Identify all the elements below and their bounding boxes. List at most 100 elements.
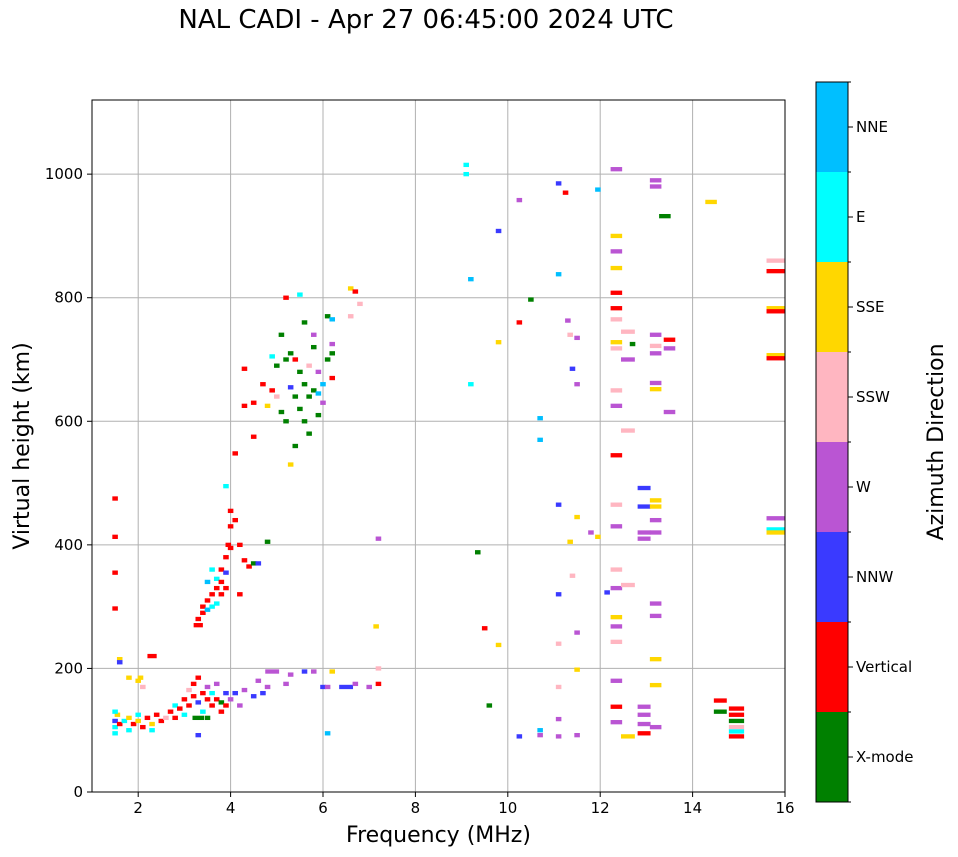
- data-point-vertical: [766, 268, 785, 274]
- colorbar-segment-x-mode: [816, 712, 848, 802]
- data-point-vertical: [190, 694, 197, 699]
- data-point-vertical: [728, 706, 745, 711]
- data-point-w: [213, 681, 220, 687]
- data-point-sse: [610, 265, 623, 271]
- data-point-sse: [649, 682, 662, 688]
- data-point-vertical: [223, 555, 229, 560]
- data-point-vertical: [610, 704, 623, 709]
- data-point-e: [213, 601, 220, 606]
- data-point-w: [649, 380, 662, 386]
- data-point-x-mode: [204, 715, 211, 721]
- data-point-e: [126, 728, 132, 733]
- data-point-vertical: [204, 697, 211, 702]
- data-point-vertical: [283, 295, 289, 300]
- data-point-ssw: [766, 258, 785, 263]
- data-point-vertical: [186, 703, 192, 708]
- data-point-vertical: [516, 320, 523, 325]
- data-point-nne: [537, 437, 543, 442]
- colorbar-label: E: [856, 208, 865, 226]
- data-point-nne: [320, 382, 326, 387]
- data-point-e: [213, 576, 220, 582]
- data-point-x-mode: [218, 700, 225, 705]
- data-point-x-mode: [292, 443, 299, 449]
- colorbar-title: Azimuth Direction: [924, 343, 949, 540]
- data-point-x-mode: [528, 297, 534, 302]
- data-point-vertical: [153, 712, 160, 717]
- data-point-vertical: [766, 356, 785, 361]
- data-point-nnw: [555, 181, 562, 186]
- data-point-w: [610, 167, 623, 172]
- data-point-nnw: [339, 684, 354, 690]
- data-point-nnw: [555, 592, 562, 597]
- data-point-vertical: [158, 718, 165, 724]
- data-point-sse: [610, 340, 623, 345]
- data-point-w: [516, 197, 523, 203]
- y-tick-label: 0: [73, 783, 83, 801]
- data-point-vertical: [193, 623, 203, 628]
- data-point-sse: [347, 286, 354, 291]
- data-point-vertical: [663, 337, 676, 342]
- data-point-vertical: [144, 715, 151, 721]
- data-point-vertical: [130, 721, 137, 727]
- data-point-vertical: [223, 703, 229, 708]
- data-point-ssw: [610, 346, 623, 351]
- data-point-sse: [264, 403, 271, 409]
- data-point-ssw: [186, 687, 192, 693]
- data-point-w: [649, 184, 662, 189]
- data-point-w: [375, 536, 382, 541]
- data-point-w: [315, 369, 322, 375]
- data-point-e: [209, 604, 215, 609]
- data-point-w: [766, 516, 785, 521]
- data-point-vertical: [269, 388, 275, 393]
- data-point-nne: [324, 731, 331, 736]
- data-point-nne: [555, 272, 562, 277]
- data-point-ssw: [610, 639, 623, 645]
- data-point-vertical: [610, 290, 623, 295]
- data-point-w: [663, 346, 676, 351]
- data-point-w: [352, 681, 359, 687]
- data-point-vertical: [172, 715, 178, 721]
- data-point-vertical: [766, 309, 785, 314]
- data-point-x-mode: [287, 351, 294, 356]
- data-point-w: [366, 684, 372, 690]
- data-point-x-mode: [274, 363, 280, 368]
- data-point-x-mode: [192, 715, 205, 721]
- data-point-w: [663, 409, 676, 415]
- data-point-ssw: [728, 724, 745, 730]
- data-point-x-mode: [297, 406, 303, 412]
- data-point-w: [255, 678, 262, 683]
- colorbar-label: X-mode: [856, 748, 913, 766]
- x-axis-label: Frequency (MHz): [346, 823, 531, 848]
- data-point-w: [555, 734, 562, 739]
- data-point-vertical: [112, 570, 118, 575]
- data-point-w: [588, 530, 594, 535]
- data-point-ssw: [567, 332, 573, 337]
- data-point-vertical: [218, 709, 225, 714]
- y-tick-label: 600: [54, 412, 83, 430]
- data-point-vertical: [241, 403, 248, 409]
- colorbar-label: SSE: [856, 298, 885, 316]
- chart-title: NAL CADI - Apr 27 06:45:00 2024 UTC: [178, 5, 674, 35]
- data-point-x-mode: [301, 382, 308, 387]
- data-point-nnw: [301, 669, 308, 674]
- data-point-ssw: [610, 567, 623, 572]
- data-point-e: [149, 728, 155, 733]
- data-point-e: [463, 162, 469, 168]
- data-point-w: [637, 536, 651, 541]
- data-point-w: [241, 687, 248, 693]
- data-point-w: [265, 669, 280, 674]
- data-point-vertical: [728, 712, 745, 717]
- data-point-nnw: [112, 718, 118, 724]
- data-point-sse: [766, 306, 785, 311]
- colorbar-label: W: [856, 478, 871, 496]
- data-point-nnw: [195, 732, 202, 738]
- data-point-nnw: [516, 734, 523, 739]
- colorbar-segment-vertical: [816, 622, 848, 712]
- data-point-ssw: [357, 301, 363, 307]
- data-point-vertical: [112, 496, 118, 501]
- data-point-x-mode: [292, 394, 299, 399]
- x-tick-label: 8: [411, 799, 421, 817]
- data-point-sse: [137, 675, 144, 680]
- data-point-vertical: [250, 400, 257, 405]
- data-point-e: [135, 712, 141, 717]
